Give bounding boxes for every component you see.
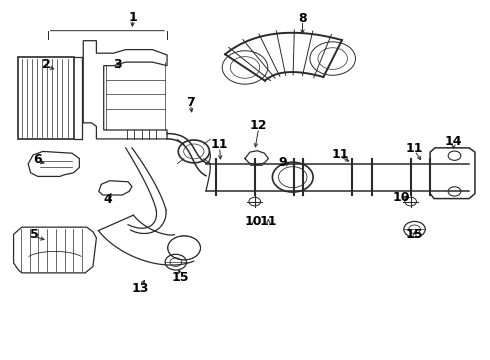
Text: 11: 11 xyxy=(331,148,349,161)
Text: 15: 15 xyxy=(406,228,423,241)
Text: 15: 15 xyxy=(172,271,190,284)
Text: 11: 11 xyxy=(260,215,277,228)
Text: 10: 10 xyxy=(392,192,410,204)
Text: 11: 11 xyxy=(211,139,228,152)
Text: 14: 14 xyxy=(445,135,462,148)
Text: 9: 9 xyxy=(279,156,287,169)
Text: 2: 2 xyxy=(42,58,50,72)
Text: 4: 4 xyxy=(103,193,112,206)
Text: 10: 10 xyxy=(245,215,263,228)
Text: 7: 7 xyxy=(186,96,195,109)
Text: 8: 8 xyxy=(298,12,307,25)
Text: 3: 3 xyxy=(113,58,122,72)
Text: 5: 5 xyxy=(30,228,39,241)
Text: 12: 12 xyxy=(250,119,268,132)
Text: 6: 6 xyxy=(34,153,42,166)
Text: 1: 1 xyxy=(128,11,137,24)
Text: 13: 13 xyxy=(131,283,149,296)
Text: 11: 11 xyxy=(406,142,423,155)
